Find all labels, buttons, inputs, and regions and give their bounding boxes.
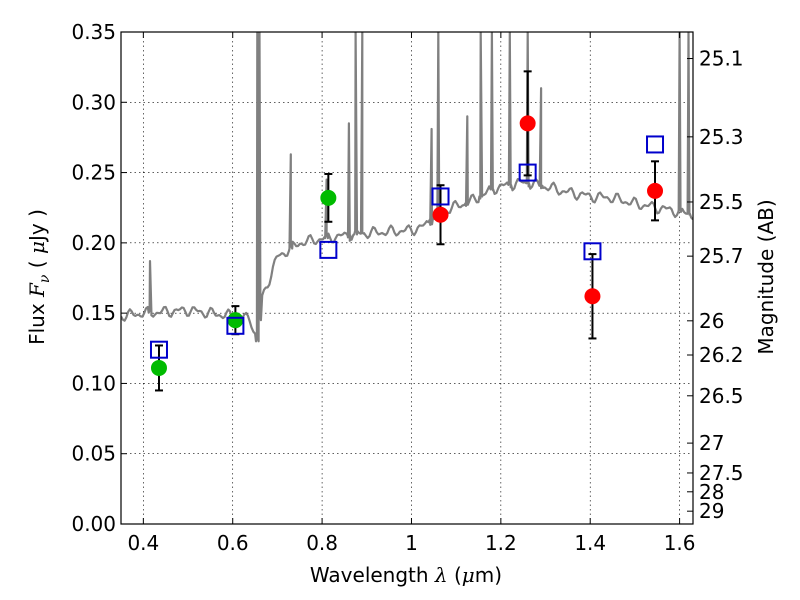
data-markers	[149, 70, 665, 392]
magnitude-tick-label: 29	[699, 499, 724, 523]
magnitude-tick-label: 25.1	[699, 47, 744, 71]
model-photometry-point	[518, 163, 537, 182]
magnitude-tick-label: 25.5	[699, 190, 744, 214]
axis-ticks: 0.4 0.6 0.8 1 1.2 1.4 1.6 0.00 0.05 0.10 0.15 0.20 0…	[71, 20, 743, 555]
model-photometry-point	[226, 316, 245, 335]
data-point	[519, 115, 536, 132]
plot-frame	[120, 31, 694, 525]
data-point	[150, 359, 167, 376]
data-point	[584, 288, 601, 305]
y-axis-label: Flux Fν ( μJy )	[25, 209, 53, 345]
magnitude-tick-label: 26.2	[699, 343, 744, 367]
magnitude-tick-label: 25.7	[699, 244, 744, 268]
data-point	[227, 312, 244, 329]
data-point	[320, 189, 337, 206]
x-tick-label: 0.6	[217, 531, 249, 555]
data-point	[432, 206, 449, 223]
model-photometry-point	[319, 240, 338, 259]
model-photometry-point	[583, 242, 602, 261]
x-tick-label: 1.6	[664, 531, 696, 555]
magnitude-tick-label: 26.5	[699, 384, 744, 408]
magnitude-tick-label: 26	[699, 309, 724, 333]
y-tick-label: 0.20	[71, 231, 116, 255]
magnitude-tick-label: 27	[699, 431, 724, 455]
x-tick-label: 1.4	[574, 531, 606, 555]
x-tick-label: 1	[405, 531, 418, 555]
y-tick-label: 0.35	[71, 20, 116, 44]
model-photometry-point	[646, 135, 665, 154]
y-tick-label: 0.25	[71, 161, 116, 185]
y-tick-label: 0.15	[71, 301, 116, 325]
data-point	[647, 182, 664, 199]
model-photometry-point	[149, 340, 168, 359]
y-tick-label: 0.10	[71, 371, 116, 395]
magnitude-tick-label: 25.3	[699, 125, 744, 149]
model-spectrum-layer	[121, 32, 693, 343]
model-photometry-point	[431, 187, 450, 206]
y-tick-label: 0.05	[71, 442, 116, 466]
model-spectrum-line	[121, 32, 693, 343]
y-tick-label: 0.00	[71, 512, 116, 536]
x-tick-label: 0.8	[306, 531, 338, 555]
grid	[121, 31, 693, 525]
magnitude-tick-label: 28	[699, 480, 724, 504]
x-tick-label: 0.4	[127, 531, 159, 555]
magnitude-tick-label: 27.5	[699, 461, 744, 485]
x-axis-label: Wavelength λ (μm)	[310, 563, 502, 587]
x-tick-label: 1.2	[485, 531, 517, 555]
magnitude-axis-label: Magnitude (AB)	[754, 199, 778, 354]
y-tick-label: 0.30	[71, 90, 116, 114]
